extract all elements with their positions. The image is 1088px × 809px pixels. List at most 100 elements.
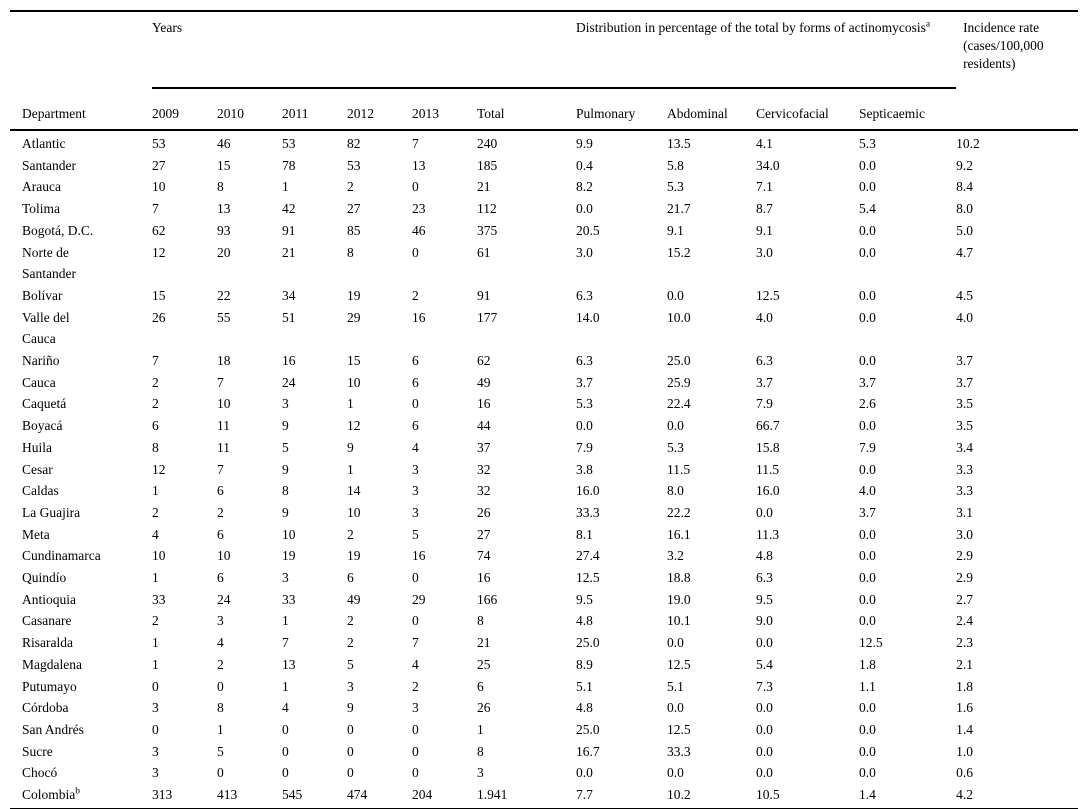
cell-abdominal: 19.0 [667,591,691,607]
actinomycosis-table: Years Distribution in percentage of the … [10,10,1079,809]
cell-2013: 4 [412,439,419,455]
cell-2011: 53 [282,136,296,151]
cell-2010: 8 [217,700,224,716]
table-row: Antioquia 33 24 33 49 29 166 9.5 19.0 9.5 0.0 2.7 [10,589,1078,611]
table-row: Risaralda 1 4 7 2 7 21 25.0 0.0 0.0 12.5 2.3 [10,632,1078,654]
cell-2009: 3 [152,743,159,759]
cell-total: 8 [477,743,484,759]
cell-incidence-rate: 2.9 [956,570,973,586]
cell-2010: 3 [217,613,224,629]
cell-2012: 5 [347,656,354,672]
cell-total: 61 [477,244,491,260]
cell-incidence-rate: 2.4 [956,613,973,629]
cell-2013: 0 [412,721,419,737]
cell-2011: 1 [282,179,289,195]
cell-2010: 7 [217,461,224,477]
cell-2012: 15 [347,353,361,369]
table-row: Tolima 7 13 42 27 23 112 0.0 21.7 8.7 5.4 8.0 [10,198,1078,220]
cell-department: Norte de Santander [22,244,76,282]
cell-septicaemic: 0.0 [859,309,876,325]
cell-abdominal: 0.0 [667,700,684,716]
cell-2013: 2 [412,287,419,303]
cell-2009: 3 [152,700,159,716]
cell-2013: 0 [412,179,419,195]
cell-cervicofacial: 66.7 [756,418,780,434]
cell-cervicofacial: 0.0 [756,504,773,520]
cell-department: Nariño [22,353,60,369]
cell-2011: 1 [282,678,289,694]
cell-department: Meta [22,526,50,542]
cell-2010: 413 [217,784,282,809]
cell-2012: 12 [347,418,361,434]
cell-2012: 19 [347,548,361,564]
incidence-rate-header: Incidence rate (cases/100,000 residents) [956,11,1079,131]
cell-septicaemic: 1.8 [859,656,876,672]
cell-2013: 29 [412,591,426,607]
cell-2011: 33 [282,591,296,607]
table-row: Boyacá 6 11 9 12 6 44 0.0 0.0 66.7 0.0 3.5 [10,415,1078,437]
cell-2013: 3 [412,504,419,520]
cell-incidence-rate: 1.4 [956,721,973,737]
cell-2011: 8 [282,483,289,499]
cell-total: 8 [477,613,484,629]
cell-total: 16 [477,570,491,586]
cell-incidence-rate: 2.9 [956,548,973,564]
cell-abdominal: 8.0 [667,483,684,499]
table-row: Chocó 3 0 0 0 0 3 0.0 0.0 0.0 0.0 0.6 [10,762,1078,784]
cell-total: 32 [477,461,491,477]
cell-pulmonary: 8.1 [576,526,593,542]
cell-2013: 0 [412,765,419,781]
cell-abdominal: 0.0 [667,418,684,434]
cell-2012: 0 [347,743,354,759]
cell-2009: 0 [152,721,159,737]
cell-total: 21 [477,635,491,651]
cell-total: 3 [477,765,484,781]
cell-cervicofacial: 9.5 [756,591,773,607]
cell-abdominal: 0.0 [667,765,684,781]
cell-abdominal: 18.8 [667,570,691,586]
table-row: La Guajira 2 2 9 10 3 26 33.3 22.2 0.0 3.7 3.1 [10,502,1078,524]
cell-cervicofacial: 6.3 [756,570,773,586]
cell-2011: 4 [282,700,289,716]
cell-pulmonary: 16.0 [576,483,600,499]
cell-incidence-rate: 3.3 [956,483,973,499]
cell-septicaemic: 4.0 [859,483,876,499]
cell-pulmonary: 9.9 [576,136,593,151]
cell-department: Tolima [22,201,61,217]
cell-abdominal: 3.2 [667,548,684,564]
cell-cervicofacial: 4.1 [756,136,773,151]
cell-2013: 46 [412,222,426,238]
footnote-marker-a: a [925,19,931,30]
cell-department: Caldas [22,483,59,499]
cell-pulmonary: 6.3 [576,287,593,303]
cell-cervicofacial: 4.0 [756,309,773,325]
cell-septicaemic: 0.0 [859,244,876,260]
table-row: Magdalena 1 2 13 5 4 25 8.9 12.5 5.4 1.8 2.1 [10,654,1078,676]
column-header-department: Department [10,88,152,131]
cell-2013: 13 [412,157,426,173]
cell-2012: 49 [347,591,361,607]
cell-septicaemic: 5.4 [859,201,876,217]
cell-department: Putumayo [22,678,77,694]
table-row: Sucre 3 5 0 0 0 8 16.7 33.3 0.0 0.0 1.0 [10,741,1078,763]
years-group-header: Years [152,11,577,89]
cell-pulmonary: 7.7 [576,784,668,809]
cell-2011: 5 [282,439,289,455]
cell-cervicofacial: 10.5 [756,784,860,809]
cell-2009: 2 [152,504,159,520]
cell-2010: 22 [217,287,231,303]
cell-abdominal: 10.2 [667,784,757,809]
cell-pulmonary: 25.0 [576,635,600,651]
table-row: Casanare 2 3 1 2 0 8 4.8 10.1 9.0 0.0 2.4 [10,610,1078,632]
cell-abdominal: 0.0 [667,635,684,651]
cell-incidence-rate: 4.0 [956,309,973,325]
cell-pulmonary: 25.0 [576,721,600,737]
cell-incidence-rate: 3.4 [956,439,973,455]
cell-abdominal: 25.9 [667,374,691,390]
cell-pulmonary: 33.3 [576,504,600,520]
cell-septicaemic: 0.0 [859,461,876,477]
cell-2012: 0 [347,765,354,781]
table-row: Santander 27 15 78 53 13 185 0.4 5.8 34.0 0.0 9.2 [10,155,1078,177]
column-header-total: Total [477,88,577,131]
cell-department: San Andrés [22,721,84,737]
